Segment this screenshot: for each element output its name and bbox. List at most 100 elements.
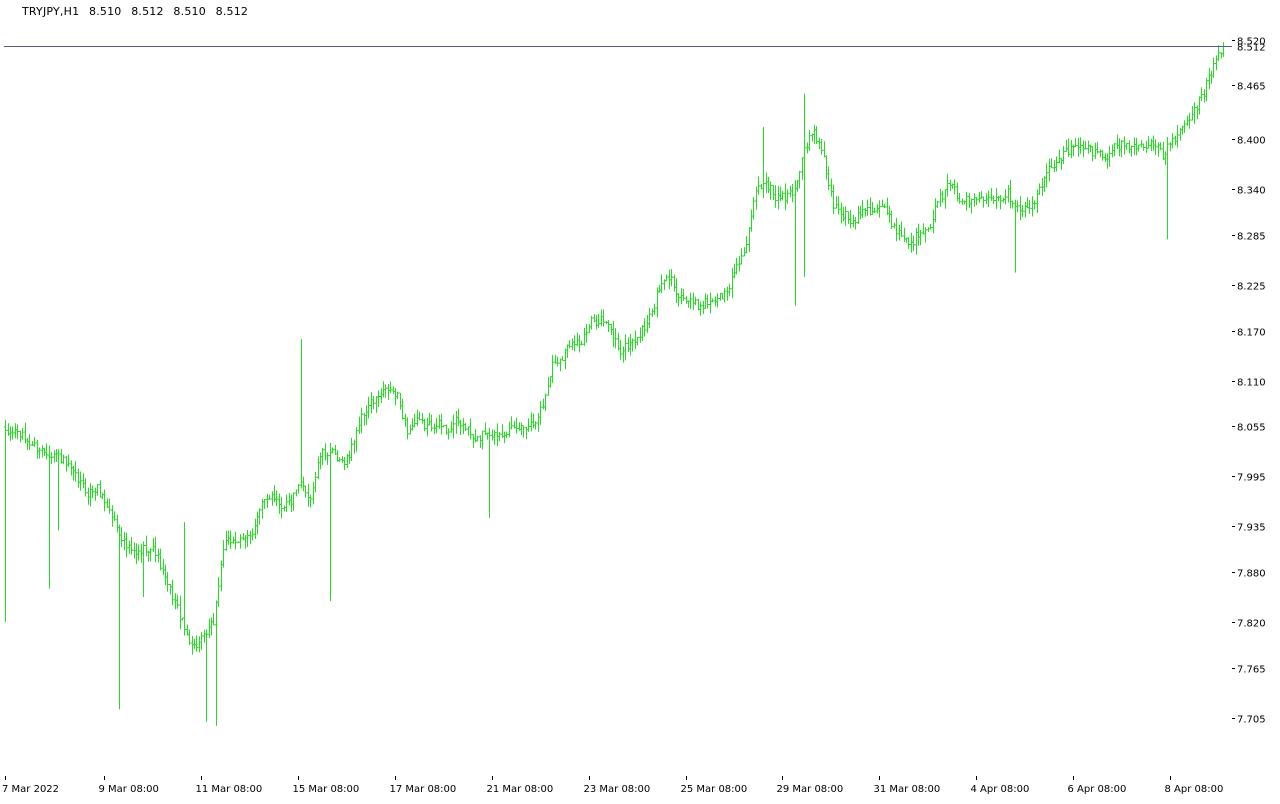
ohlc-bar <box>491 429 494 441</box>
ohlc-bar <box>883 203 886 208</box>
ohlc-bar <box>1125 143 1128 150</box>
x-tick-label: 25 Mar 08:00 <box>681 784 748 795</box>
ohlc-bar <box>755 186 758 210</box>
ohlc-bar <box>16 424 19 440</box>
ohlc-bar <box>4 419 7 622</box>
ohlc-bar <box>341 456 344 463</box>
ohlc-bar <box>1053 160 1056 172</box>
ohlc-bar <box>14 423 17 439</box>
ohlc-bar <box>927 227 930 233</box>
x-tick-label: 21 Mar 08:00 <box>487 784 554 795</box>
ohlc-bar <box>145 535 148 557</box>
ohlc-bar <box>961 198 964 206</box>
ohlc-bar <box>1045 163 1048 188</box>
x-tick-label: 9 Mar 08:00 <box>99 784 159 795</box>
ohlc-bar <box>830 178 833 197</box>
ohlc-bar <box>84 478 87 497</box>
ohlc-bar <box>750 209 753 232</box>
ohlc-bar <box>1070 140 1073 159</box>
ohlc-bar <box>392 386 395 394</box>
ohlc-bar <box>953 179 956 195</box>
ohlc-bar <box>9 426 12 441</box>
ohlc-bar <box>1089 144 1092 153</box>
ohlc-bar <box>130 536 133 555</box>
ohlc-bar <box>297 483 300 494</box>
ohlc-bar <box>164 564 167 586</box>
ohlc-bar <box>1193 102 1196 124</box>
ohlc-bar <box>905 237 908 244</box>
ohlc-bar <box>915 227 918 255</box>
ohlc-bar <box>762 127 765 198</box>
ohlc-bar <box>33 436 36 447</box>
ohlc-bar <box>326 452 329 465</box>
ohlc-bar <box>709 292 712 314</box>
ohlc-bar <box>1048 158 1051 182</box>
ohlc-bar <box>498 431 501 442</box>
ohlc-bar <box>1166 136 1169 240</box>
ohlc-bar <box>50 451 53 465</box>
ohlc-bar <box>815 126 818 144</box>
ohlc-bar <box>515 417 518 434</box>
ohlc-bar <box>377 390 380 408</box>
ohlc-bar <box>324 443 327 461</box>
ohlc-bar <box>74 461 77 482</box>
ohlc-bar <box>162 559 165 575</box>
ohlc-bar <box>658 284 661 293</box>
ohlc-bar <box>978 191 981 203</box>
ohlc-bar <box>26 437 29 451</box>
ohlc-bar <box>648 307 651 329</box>
ohlc-bar <box>1067 138 1070 157</box>
ohlc-bar <box>128 540 131 555</box>
ohlc-bar <box>215 600 218 726</box>
ohlc-bar <box>195 635 198 652</box>
ohlc-bar <box>263 498 266 510</box>
ohlc-bar <box>900 221 903 237</box>
ohlc-bar <box>602 309 605 327</box>
ohlc-bar <box>590 315 593 330</box>
ohlc-bar <box>45 443 48 460</box>
ohlc-bar <box>103 489 106 512</box>
ohlc-bar <box>1084 141 1087 150</box>
ohlc-bar <box>300 339 303 489</box>
ohlc-bar <box>435 418 438 434</box>
ohlc-bar <box>803 93 806 277</box>
ohlc-bar <box>673 274 676 292</box>
ohlc-bar <box>1058 149 1061 164</box>
ohlc-bar <box>1162 141 1165 161</box>
ohlc-bar <box>41 445 44 458</box>
ohlc-bar <box>488 427 491 518</box>
ohlc-bar <box>91 485 94 498</box>
ohlc-bar <box>765 172 768 194</box>
ohlc-bar <box>375 396 378 413</box>
ohlc-bar <box>101 492 104 499</box>
ohlc-bar <box>573 335 576 352</box>
y-tick-label: 8.170 <box>1237 328 1266 339</box>
y-tick-label: 8.465 <box>1237 82 1266 93</box>
ohlc-bar <box>639 327 642 343</box>
ohlc-bar <box>818 137 821 149</box>
ohlc-bar <box>973 193 976 207</box>
ohlc-bar <box>288 493 291 506</box>
ohlc-bar <box>38 447 41 459</box>
ohlc-bar <box>936 201 939 209</box>
ohlc-bar <box>832 184 835 215</box>
ohlc-bar <box>539 401 542 425</box>
ohlc-bar <box>1014 199 1017 273</box>
ohlc-bar <box>651 308 654 318</box>
ohlc-bar <box>890 210 893 229</box>
close-value: 8.512 <box>215 5 249 18</box>
ohlc-bar <box>689 292 692 310</box>
ohlc-bar <box>418 411 421 421</box>
ohlc-bar <box>372 396 375 410</box>
ohlc-bar <box>365 405 368 425</box>
ohlc-bar <box>844 206 847 227</box>
ohlc-bar <box>87 487 90 505</box>
ohlc-bar <box>1011 200 1014 209</box>
ohlc-bar <box>174 593 177 610</box>
ohlc-bar <box>820 138 823 155</box>
ohlc-bar <box>694 296 697 306</box>
high-value: 8.512 <box>131 5 164 18</box>
ohlc-bar <box>1145 140 1148 153</box>
